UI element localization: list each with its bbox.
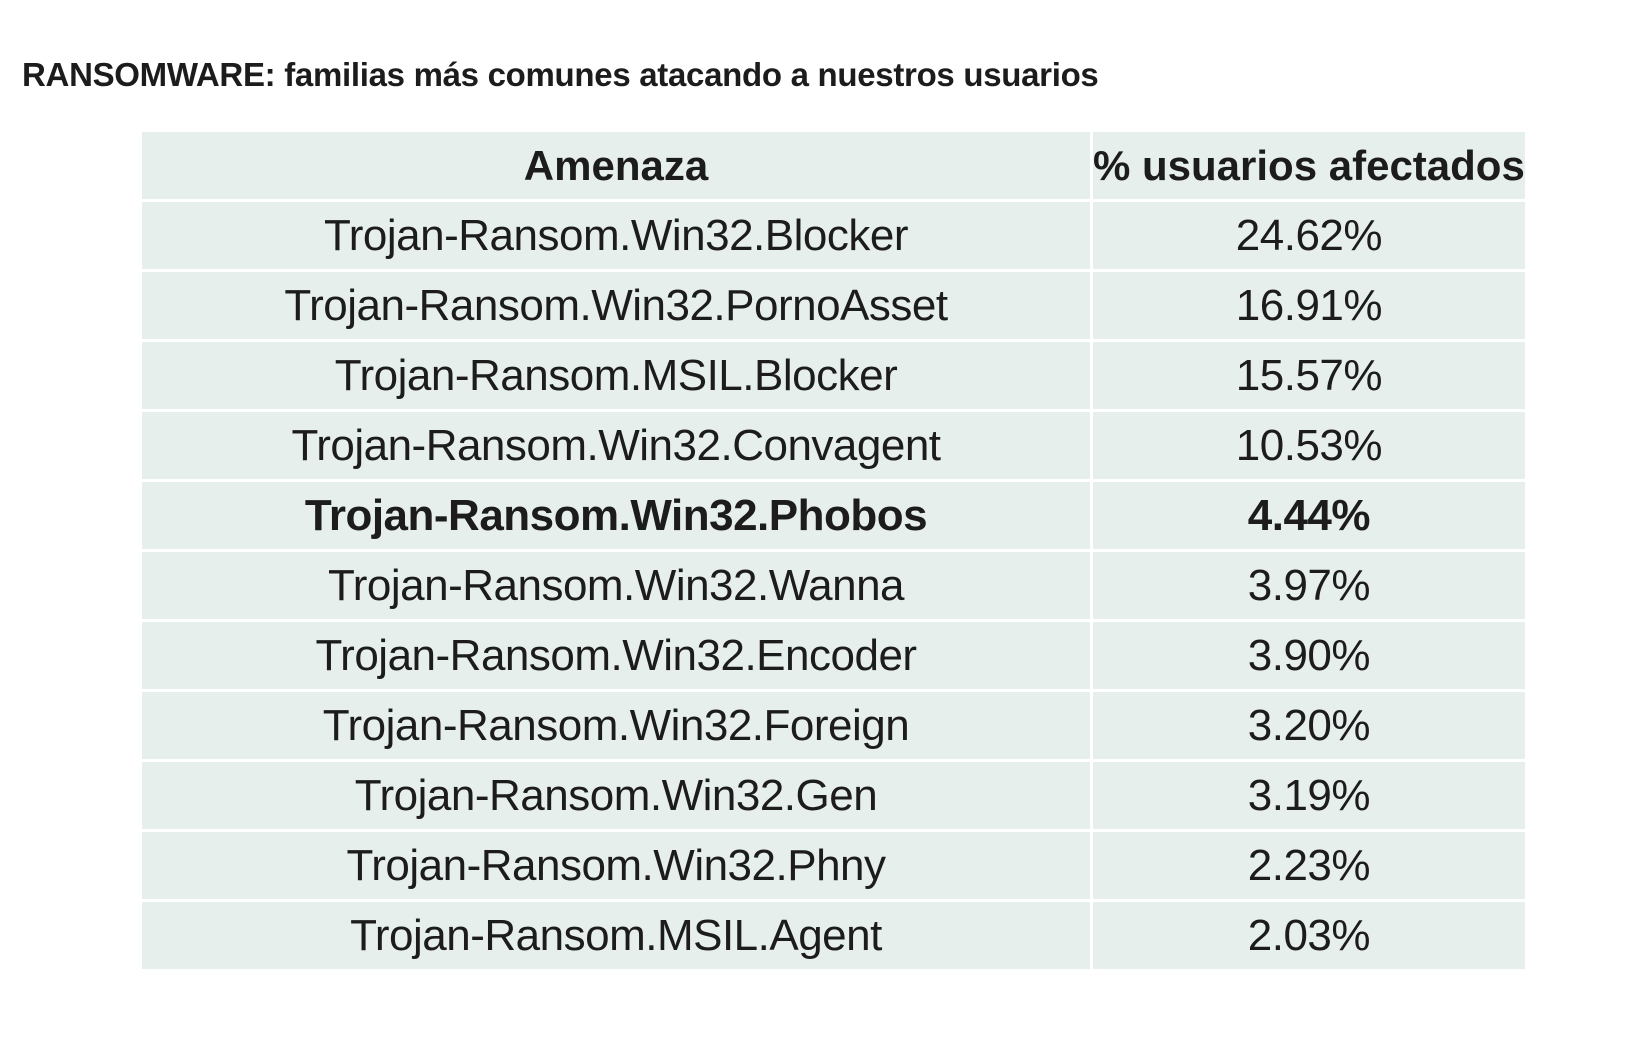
percent-cell: 3.20%	[1093, 692, 1525, 762]
table-row: Trojan-Ransom.Win32.Wanna 3.97%	[142, 552, 1525, 622]
ransomware-table: Amenaza % usuarios afectados Trojan-Rans…	[142, 132, 1525, 969]
table-row: Trojan-Ransom.Win32.Blocker 24.62%	[142, 202, 1525, 272]
threat-cell: Trojan-Ransom.Win32.Convagent	[142, 412, 1093, 482]
percent-cell: 10.53%	[1093, 412, 1525, 482]
threat-cell: Trojan-Ransom.Win32.PornoAsset	[142, 272, 1093, 342]
threat-cell: Trojan-Ransom.Win32.Blocker	[142, 202, 1093, 272]
table-header-row: Amenaza % usuarios afectados	[142, 132, 1525, 202]
threat-cell: Trojan-Ransom.Win32.Phny	[142, 832, 1093, 902]
percent-cell: 3.90%	[1093, 622, 1525, 692]
threat-cell: Trojan-Ransom.Win32.Foreign	[142, 692, 1093, 762]
header-threat: Amenaza	[142, 132, 1093, 202]
table-row: Trojan-Ransom.MSIL.Blocker 15.57%	[142, 342, 1525, 412]
table-row: Trojan-Ransom.Win32.Gen 3.19%	[142, 762, 1525, 832]
percent-cell: 3.19%	[1093, 762, 1525, 832]
percent-cell: 3.97%	[1093, 552, 1525, 622]
percent-cell: 2.03%	[1093, 902, 1525, 969]
threat-cell: Trojan-Ransom.MSIL.Blocker	[142, 342, 1093, 412]
percent-cell: 2.23%	[1093, 832, 1525, 902]
header-percent: % usuarios afectados	[1093, 132, 1525, 202]
percent-cell: 16.91%	[1093, 272, 1525, 342]
threat-cell: Trojan-Ransom.Win32.Wanna	[142, 552, 1093, 622]
percent-cell: 24.62%	[1093, 202, 1525, 272]
threat-cell: Trojan-Ransom.MSIL.Agent	[142, 902, 1093, 969]
table-row: Trojan-Ransom.MSIL.Agent 2.03%	[142, 902, 1525, 969]
table-row: Trojan-Ransom.Win32.Encoder 3.90%	[142, 622, 1525, 692]
table-row: Trojan-Ransom.Win32.PornoAsset 16.91%	[142, 272, 1525, 342]
threat-cell: Trojan-Ransom.Win32.Encoder	[142, 622, 1093, 692]
table-row: Trojan-Ransom.Win32.Convagent 10.53%	[142, 412, 1525, 482]
percent-cell: 15.57%	[1093, 342, 1525, 412]
table-row: Trojan-Ransom.Win32.Foreign 3.20%	[142, 692, 1525, 762]
table-row: Trojan-Ransom.Win32.Phobos 4.44%	[142, 482, 1525, 552]
table-row: Trojan-Ransom.Win32.Phny 2.23%	[142, 832, 1525, 902]
page-title: RANSOMWARE: familias más comunes atacand…	[22, 56, 1099, 93]
threat-cell: Trojan-Ransom.Win32.Gen	[142, 762, 1093, 832]
threat-cell: Trojan-Ransom.Win32.Phobos	[142, 482, 1093, 552]
percent-cell: 4.44%	[1093, 482, 1525, 552]
